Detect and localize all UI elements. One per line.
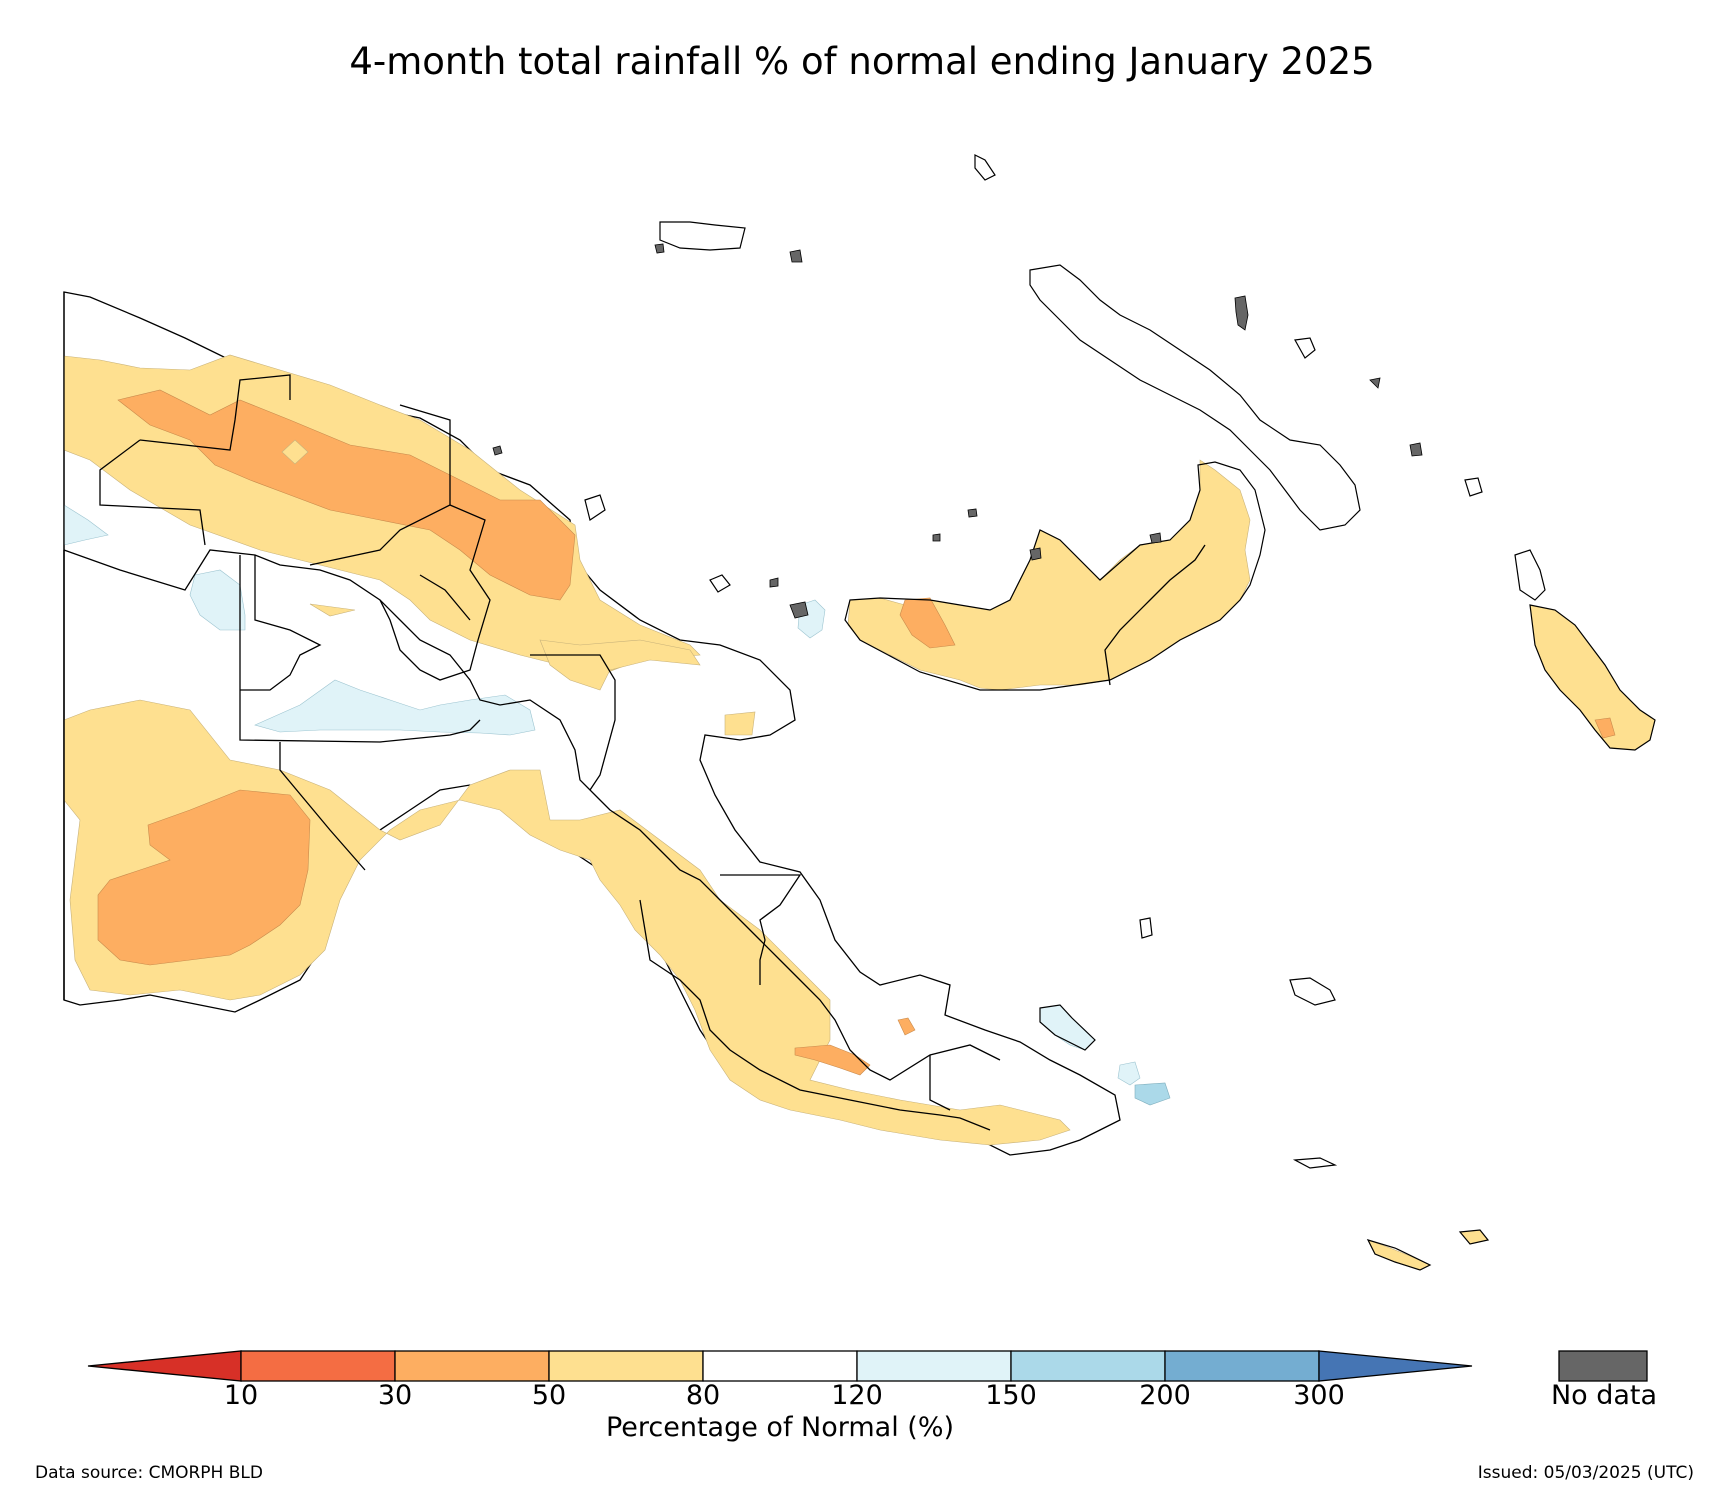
island-outlines	[584, 154, 1656, 1271]
colorbar-bin-2	[548, 1350, 704, 1382]
colorbar-bin-1	[394, 1350, 550, 1382]
rainfall-map	[63, 154, 1656, 1271]
no-data-islands	[492, 243, 1423, 619]
colorbar-tick-300: 300	[1293, 1380, 1345, 1411]
rainfall-150-200-area	[1134, 1082, 1171, 1106]
colorbar-tick-200: 200	[1139, 1380, 1191, 1411]
colorbar-bin-6	[1164, 1350, 1320, 1382]
colorbar-extend-high	[1318, 1350, 1473, 1382]
colorbar-tick-150: 150	[985, 1380, 1037, 1411]
colorbar-tick-80: 80	[685, 1380, 721, 1411]
colorbar-bin-4	[856, 1350, 1012, 1382]
rainfall-120-150-areas	[63, 504, 1141, 1086]
colorbar-extend-low	[87, 1350, 242, 1382]
colorbar-label: Percentage of Normal (%)	[605, 1412, 955, 1443]
colorbar-bin-3	[702, 1350, 858, 1382]
no-data-swatch	[1558, 1350, 1648, 1382]
colorbar-bin-5	[1010, 1350, 1166, 1382]
colorbar-tick-10: 10	[223, 1380, 259, 1411]
data-source-text: Data source: CMORPH BLD	[35, 1463, 263, 1483]
issued-text: Issued: 05/03/2025 (UTC)	[1477, 1463, 1694, 1483]
new-britain-shading	[847, 459, 1251, 691]
colorbar-tick-120: 120	[831, 1380, 883, 1411]
colorbar-tick-50: 50	[531, 1380, 567, 1411]
colorbar-bin-0	[240, 1350, 396, 1382]
rainfall-diamond	[281, 439, 309, 465]
bougainville-shading	[1529, 604, 1656, 751]
colorbar-tick-30: 30	[377, 1380, 413, 1411]
no-data-label: No data	[1550, 1380, 1658, 1411]
map-title: 4-month total rainfall % of normal endin…	[349, 40, 1375, 83]
rainfall-30-50-areas	[97, 389, 1616, 1076]
